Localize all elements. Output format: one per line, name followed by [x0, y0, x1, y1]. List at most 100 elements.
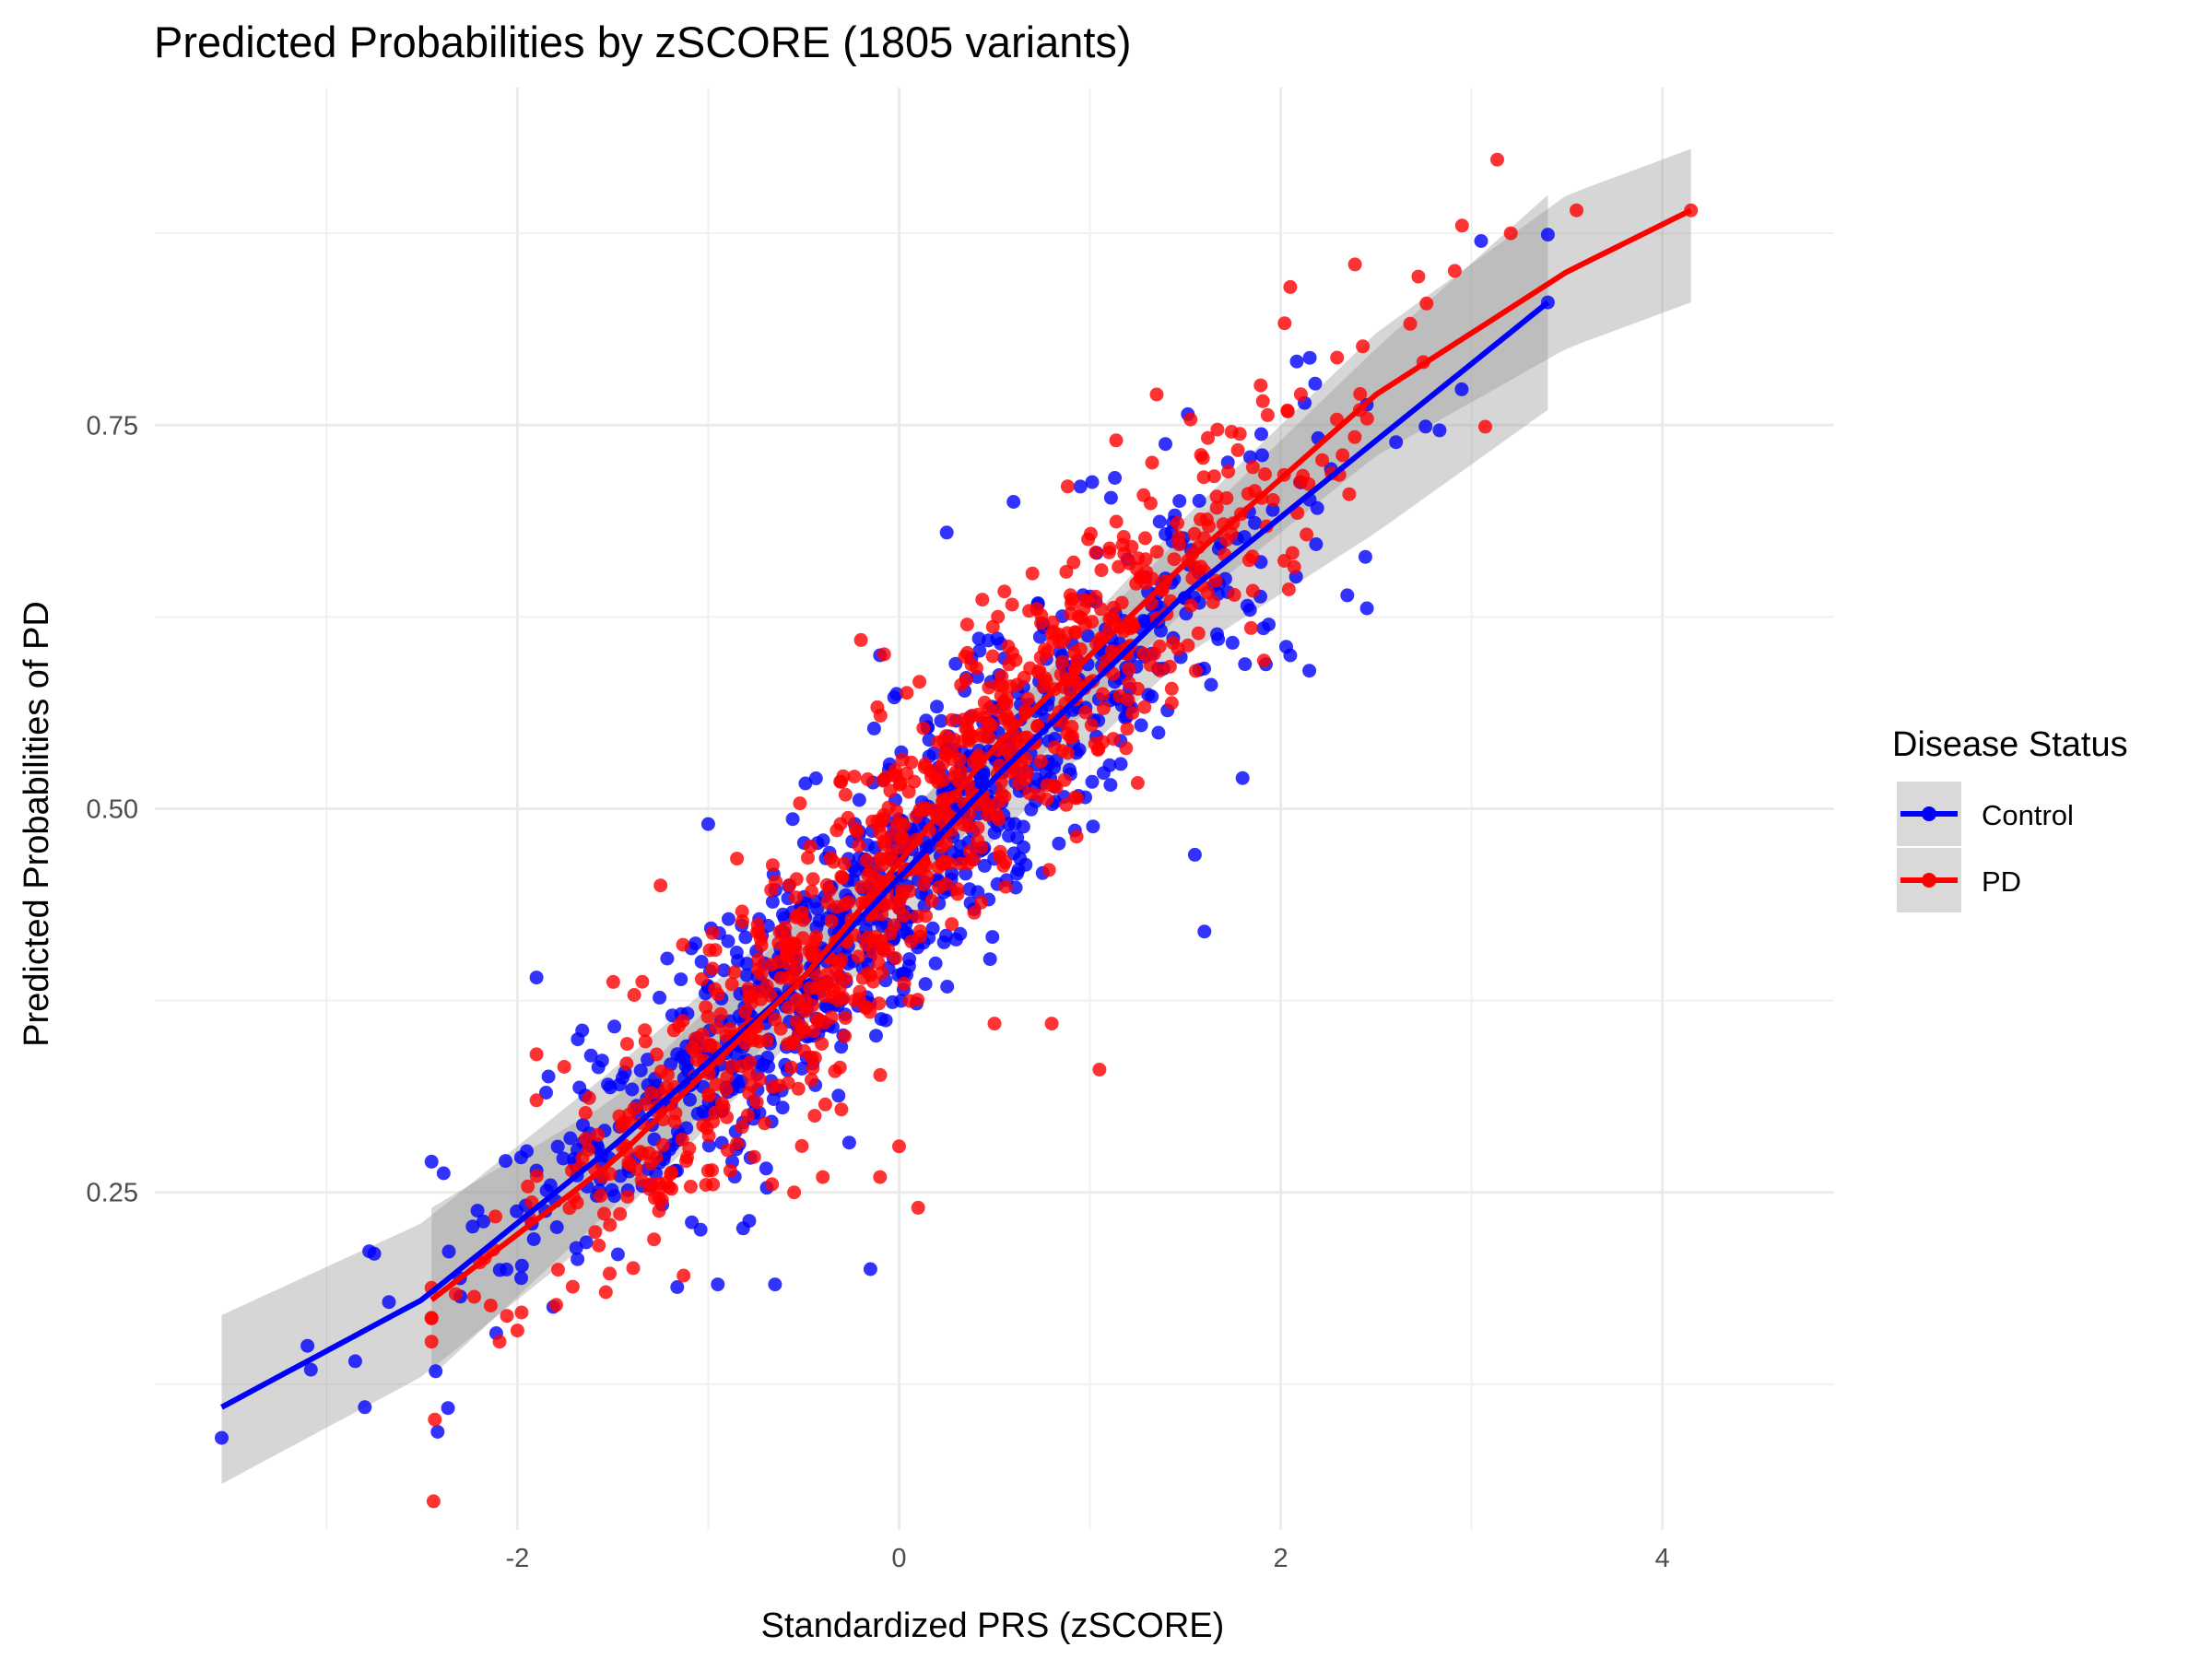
point-control	[962, 882, 977, 897]
point-control	[653, 990, 667, 1005]
point-pd	[644, 1086, 659, 1100]
point-pd	[695, 1027, 710, 1041]
point-pd	[1088, 736, 1102, 751]
point-control	[1302, 664, 1317, 678]
point-pd	[935, 856, 949, 871]
point-control	[625, 1082, 640, 1097]
point-pd	[1149, 387, 1164, 402]
point-control	[729, 1047, 744, 1062]
point-pd	[1031, 788, 1046, 803]
point-pd	[902, 884, 917, 899]
point-pd	[1064, 730, 1078, 745]
point-control	[441, 1244, 456, 1259]
point-pd	[1019, 765, 1034, 780]
point-pd	[956, 712, 971, 727]
point-pd	[985, 619, 1000, 634]
point-pd	[1260, 407, 1275, 422]
point-pd	[424, 1311, 439, 1325]
point-pd	[1152, 639, 1167, 653]
point-control	[694, 955, 709, 969]
point-pd	[1195, 451, 1210, 465]
point-pd	[998, 854, 1013, 869]
point-pd	[966, 853, 981, 866]
point-control	[430, 1425, 445, 1439]
point-pd	[1224, 526, 1239, 541]
point-pd	[749, 1095, 764, 1110]
point-pd	[1133, 571, 1147, 585]
point-pd	[1283, 279, 1298, 294]
point-pd	[1012, 776, 1027, 791]
point-pd	[1068, 626, 1083, 641]
point-pd	[743, 1055, 758, 1069]
point-control	[1283, 648, 1298, 663]
point-control	[816, 833, 830, 848]
point-control	[985, 930, 1000, 945]
point-pd	[931, 735, 946, 749]
point-pd	[975, 593, 990, 607]
point-control	[897, 924, 911, 939]
point-pd	[709, 1020, 724, 1035]
point-control	[1145, 689, 1159, 704]
point-pd	[1353, 387, 1368, 401]
point-pd	[947, 770, 962, 784]
point-pd	[1185, 571, 1200, 585]
point-pd	[807, 1109, 822, 1124]
point-pd	[724, 1059, 739, 1074]
point-pd	[1245, 549, 1260, 564]
point-control	[808, 771, 823, 785]
point-control	[465, 1219, 480, 1234]
point-pd	[1245, 583, 1260, 598]
point-pd	[1292, 475, 1307, 489]
point-pd	[838, 1011, 853, 1025]
point-pd	[824, 913, 839, 928]
point-pd	[1066, 555, 1081, 570]
point-pd	[1065, 720, 1079, 735]
point-pd	[1183, 412, 1198, 427]
point-pd	[606, 974, 620, 989]
point-pd	[1094, 563, 1109, 578]
point-pd	[892, 777, 907, 792]
point-control	[300, 1338, 315, 1353]
point-control	[798, 776, 813, 791]
point-pd	[705, 1163, 719, 1178]
point-pd	[529, 1093, 544, 1108]
point-pd	[993, 844, 1007, 859]
point-control	[571, 1252, 585, 1266]
point-pd	[1245, 460, 1260, 475]
y-tick-label: 0.75	[87, 411, 138, 441]
point-pd	[950, 882, 965, 896]
point-control	[514, 1271, 528, 1286]
point-pd	[954, 735, 969, 749]
point-pd	[1258, 467, 1272, 481]
point-control	[700, 817, 715, 831]
point-pd	[987, 1017, 1002, 1031]
point-pd	[907, 774, 922, 789]
point-pd	[1018, 751, 1033, 766]
point-control	[605, 1182, 619, 1197]
point-control	[1204, 677, 1218, 692]
point-pd	[1255, 394, 1270, 408]
point-pd	[822, 883, 837, 898]
point-pd	[1194, 559, 1208, 574]
point-pd	[1164, 696, 1179, 711]
point-pd	[1227, 587, 1241, 602]
point-control	[1192, 493, 1206, 508]
point-pd	[772, 924, 787, 939]
point-pd	[685, 1041, 700, 1055]
point-pd	[853, 984, 867, 999]
point-control	[1210, 627, 1224, 641]
point-pd	[790, 909, 804, 923]
point-pd	[747, 1033, 761, 1048]
point-control	[1389, 435, 1404, 450]
point-pd	[977, 711, 992, 724]
point-pd	[1077, 602, 1091, 617]
point-pd	[1191, 626, 1206, 641]
point-control	[834, 1040, 849, 1054]
point-control	[612, 1077, 627, 1092]
point-pd	[834, 952, 849, 967]
point-pd	[549, 1298, 563, 1312]
point-pd	[1570, 203, 1583, 218]
point-pd	[638, 1097, 653, 1112]
point-control	[633, 1064, 648, 1077]
point-pd	[581, 1143, 595, 1158]
